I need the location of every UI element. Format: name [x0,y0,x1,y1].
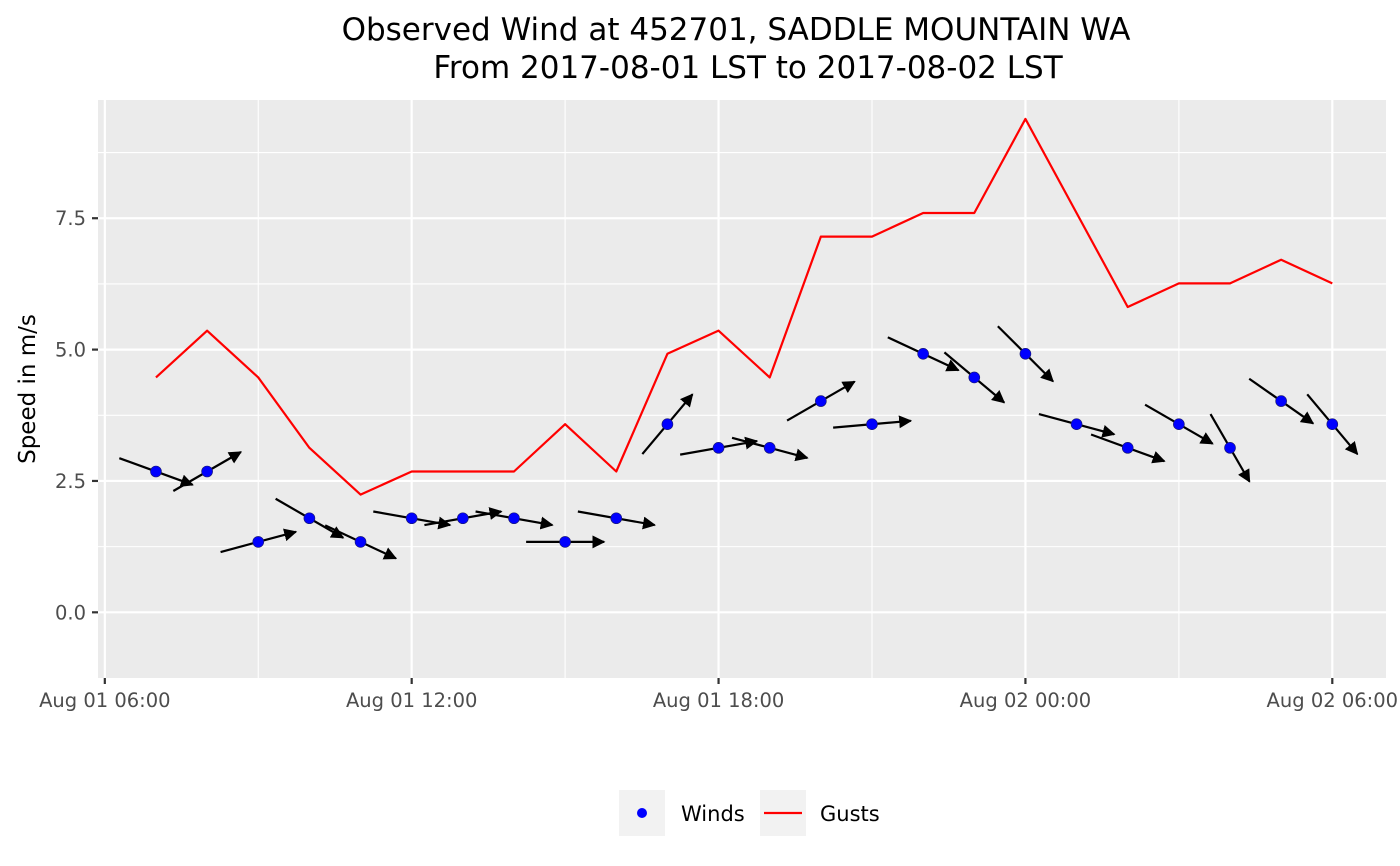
wind-speed-point [917,347,929,360]
wind-speed-point [1224,442,1236,454]
gusts-layer [155,117,1333,496]
wind-speed-point [1121,442,1134,454]
wind-speed-point [1070,418,1083,431]
wind-speed-point [763,442,776,454]
wind-speed-point [1019,347,1032,360]
wind-speed-point [457,512,469,525]
wind-speed-point [1326,418,1339,431]
y-axis-title: Speed in m/s [15,314,41,464]
legend-gusts-label: Gusts [820,802,880,826]
wind-speed-point [252,536,265,548]
y-tick-label: 5.0 [55,339,86,362]
x-tick-label: Aug 01 12:00 [346,689,477,712]
chart-subtitle: From 2017-08-01 LST to 2017-08-02 LST [433,50,1063,86]
axes: Aug 01 06:00 Aug 01 12:00 Aug 01 18:00 Aug … [39,207,1398,712]
y-tick-label: 0.0 [55,601,86,624]
wind-speed-point [201,465,213,478]
wind-speed-point [1173,418,1185,431]
wind-speed-point [610,512,623,525]
gusts-line [155,117,1333,496]
legend: Winds Gusts [619,790,880,836]
winds-points-layer [150,347,1339,548]
wind-speed-point [405,512,418,525]
x-tick-label: Aug 02 00:00 [960,689,1091,712]
wind-speed-point [354,536,367,548]
x-tick-label: Aug 01 06:00 [39,689,170,712]
y-tick-label: 7.5 [55,207,86,230]
legend-winds-dot [637,808,647,818]
wind-speed-point [1275,395,1287,407]
wind-speed-point [303,512,316,525]
wind-speed-point [866,418,878,431]
wind-speed-point [508,512,520,525]
legend-winds-label: Winds [681,802,745,826]
wind-speed-point [150,465,162,478]
wind-speed-point [661,418,674,431]
wind-speed-point [815,395,827,407]
wind-speed-point [559,536,571,548]
wind-speed-point [968,371,981,384]
x-tick-label: Aug 02 06:00 [1267,689,1398,712]
grid-lines [98,100,1386,678]
y-tick-label: 2.5 [55,470,86,493]
x-tick-label: Aug 01 18:00 [653,689,784,712]
chart-title: Observed Wind at 452701, SADDLE MOUNTAIN… [342,12,1131,48]
plot-panel [98,100,1386,678]
wind-speed-point [712,442,725,454]
